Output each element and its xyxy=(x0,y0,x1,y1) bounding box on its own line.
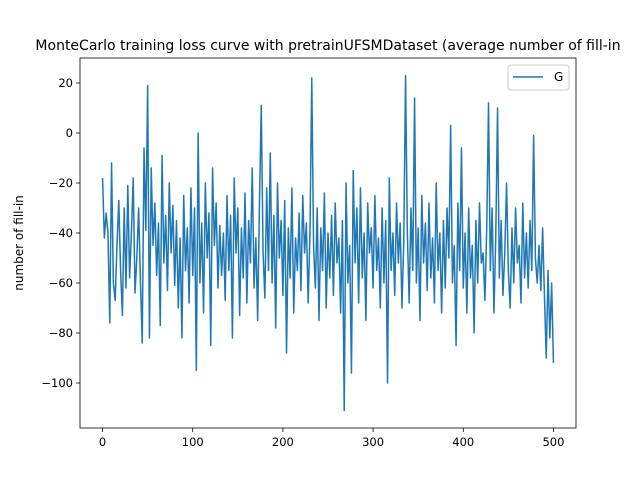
y-axis-ticks: 20 0 −20 −40 −60 −80 −100 xyxy=(41,76,80,390)
x-tick-label: 100 xyxy=(182,435,204,449)
y-tick-label: −20 xyxy=(49,176,73,190)
y-tick-label: −100 xyxy=(41,376,73,390)
y-tick-label: 20 xyxy=(58,76,73,90)
x-tick-label: 500 xyxy=(542,435,564,449)
y-tick-label: −60 xyxy=(49,276,73,290)
y-tick-label: 0 xyxy=(66,126,73,140)
legend: G xyxy=(507,64,570,91)
y-axis-label: number of fill-in xyxy=(12,195,26,291)
plot-frame xyxy=(79,57,577,429)
y-tick-label: −40 xyxy=(49,226,73,240)
x-tick-label: 400 xyxy=(452,435,474,449)
series-layer xyxy=(101,74,555,412)
y-tick-label: −80 xyxy=(49,326,73,340)
x-tick-label: 300 xyxy=(362,435,384,449)
x-tick-label: 200 xyxy=(272,435,294,449)
x-tick-label: 0 xyxy=(99,435,106,449)
legend-label-g: G xyxy=(554,70,563,84)
series-line-g xyxy=(101,74,555,412)
chart-title: MonteCarlo training loss curve with pret… xyxy=(35,38,620,54)
x-axis-ticks: 0 100 200 300 400 500 xyxy=(99,428,564,449)
